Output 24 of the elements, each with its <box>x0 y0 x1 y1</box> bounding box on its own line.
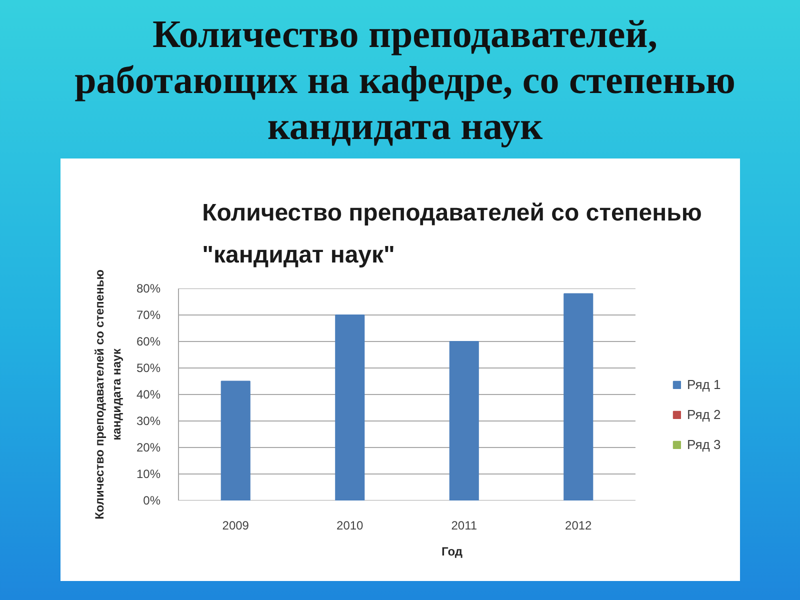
y-tick-label: 0% <box>143 494 161 508</box>
y-tick-label: 10% <box>136 467 161 481</box>
y-tick-label: 40% <box>136 388 161 402</box>
x-tick-label: 2009 <box>222 518 250 532</box>
x-tick-label: 2011 <box>451 518 478 532</box>
y-axis-title: Количество преподавателей со степенью кандидата наук <box>92 270 124 520</box>
y-tick-label: 80% <box>136 282 161 296</box>
legend-label: Ряд 3 <box>687 437 721 452</box>
bar <box>335 314 365 500</box>
chart-title: Количество преподавателей, работающих на кафедре, со степенью кандидата наук <box>74 12 736 150</box>
y-tick-label: 50% <box>136 361 161 375</box>
x-tick-label: 2010 <box>336 518 364 532</box>
legend-label: Ряд 1 <box>687 377 721 392</box>
y-tick-label: 20% <box>136 440 161 454</box>
x-tick-label: 2012 <box>565 518 592 532</box>
legend-label: Ряд 2 <box>687 407 721 422</box>
bar <box>449 341 479 500</box>
x-axis-title: Год <box>442 544 463 558</box>
y-tick-label: 30% <box>136 414 161 428</box>
chart-subtitle: Количество преподавателей со степенью "кандидат наук" <box>202 200 702 268</box>
bar <box>220 380 250 500</box>
y-tick-label: 60% <box>136 334 161 348</box>
y-tick-label: 70% <box>136 308 161 322</box>
bar <box>564 293 594 500</box>
